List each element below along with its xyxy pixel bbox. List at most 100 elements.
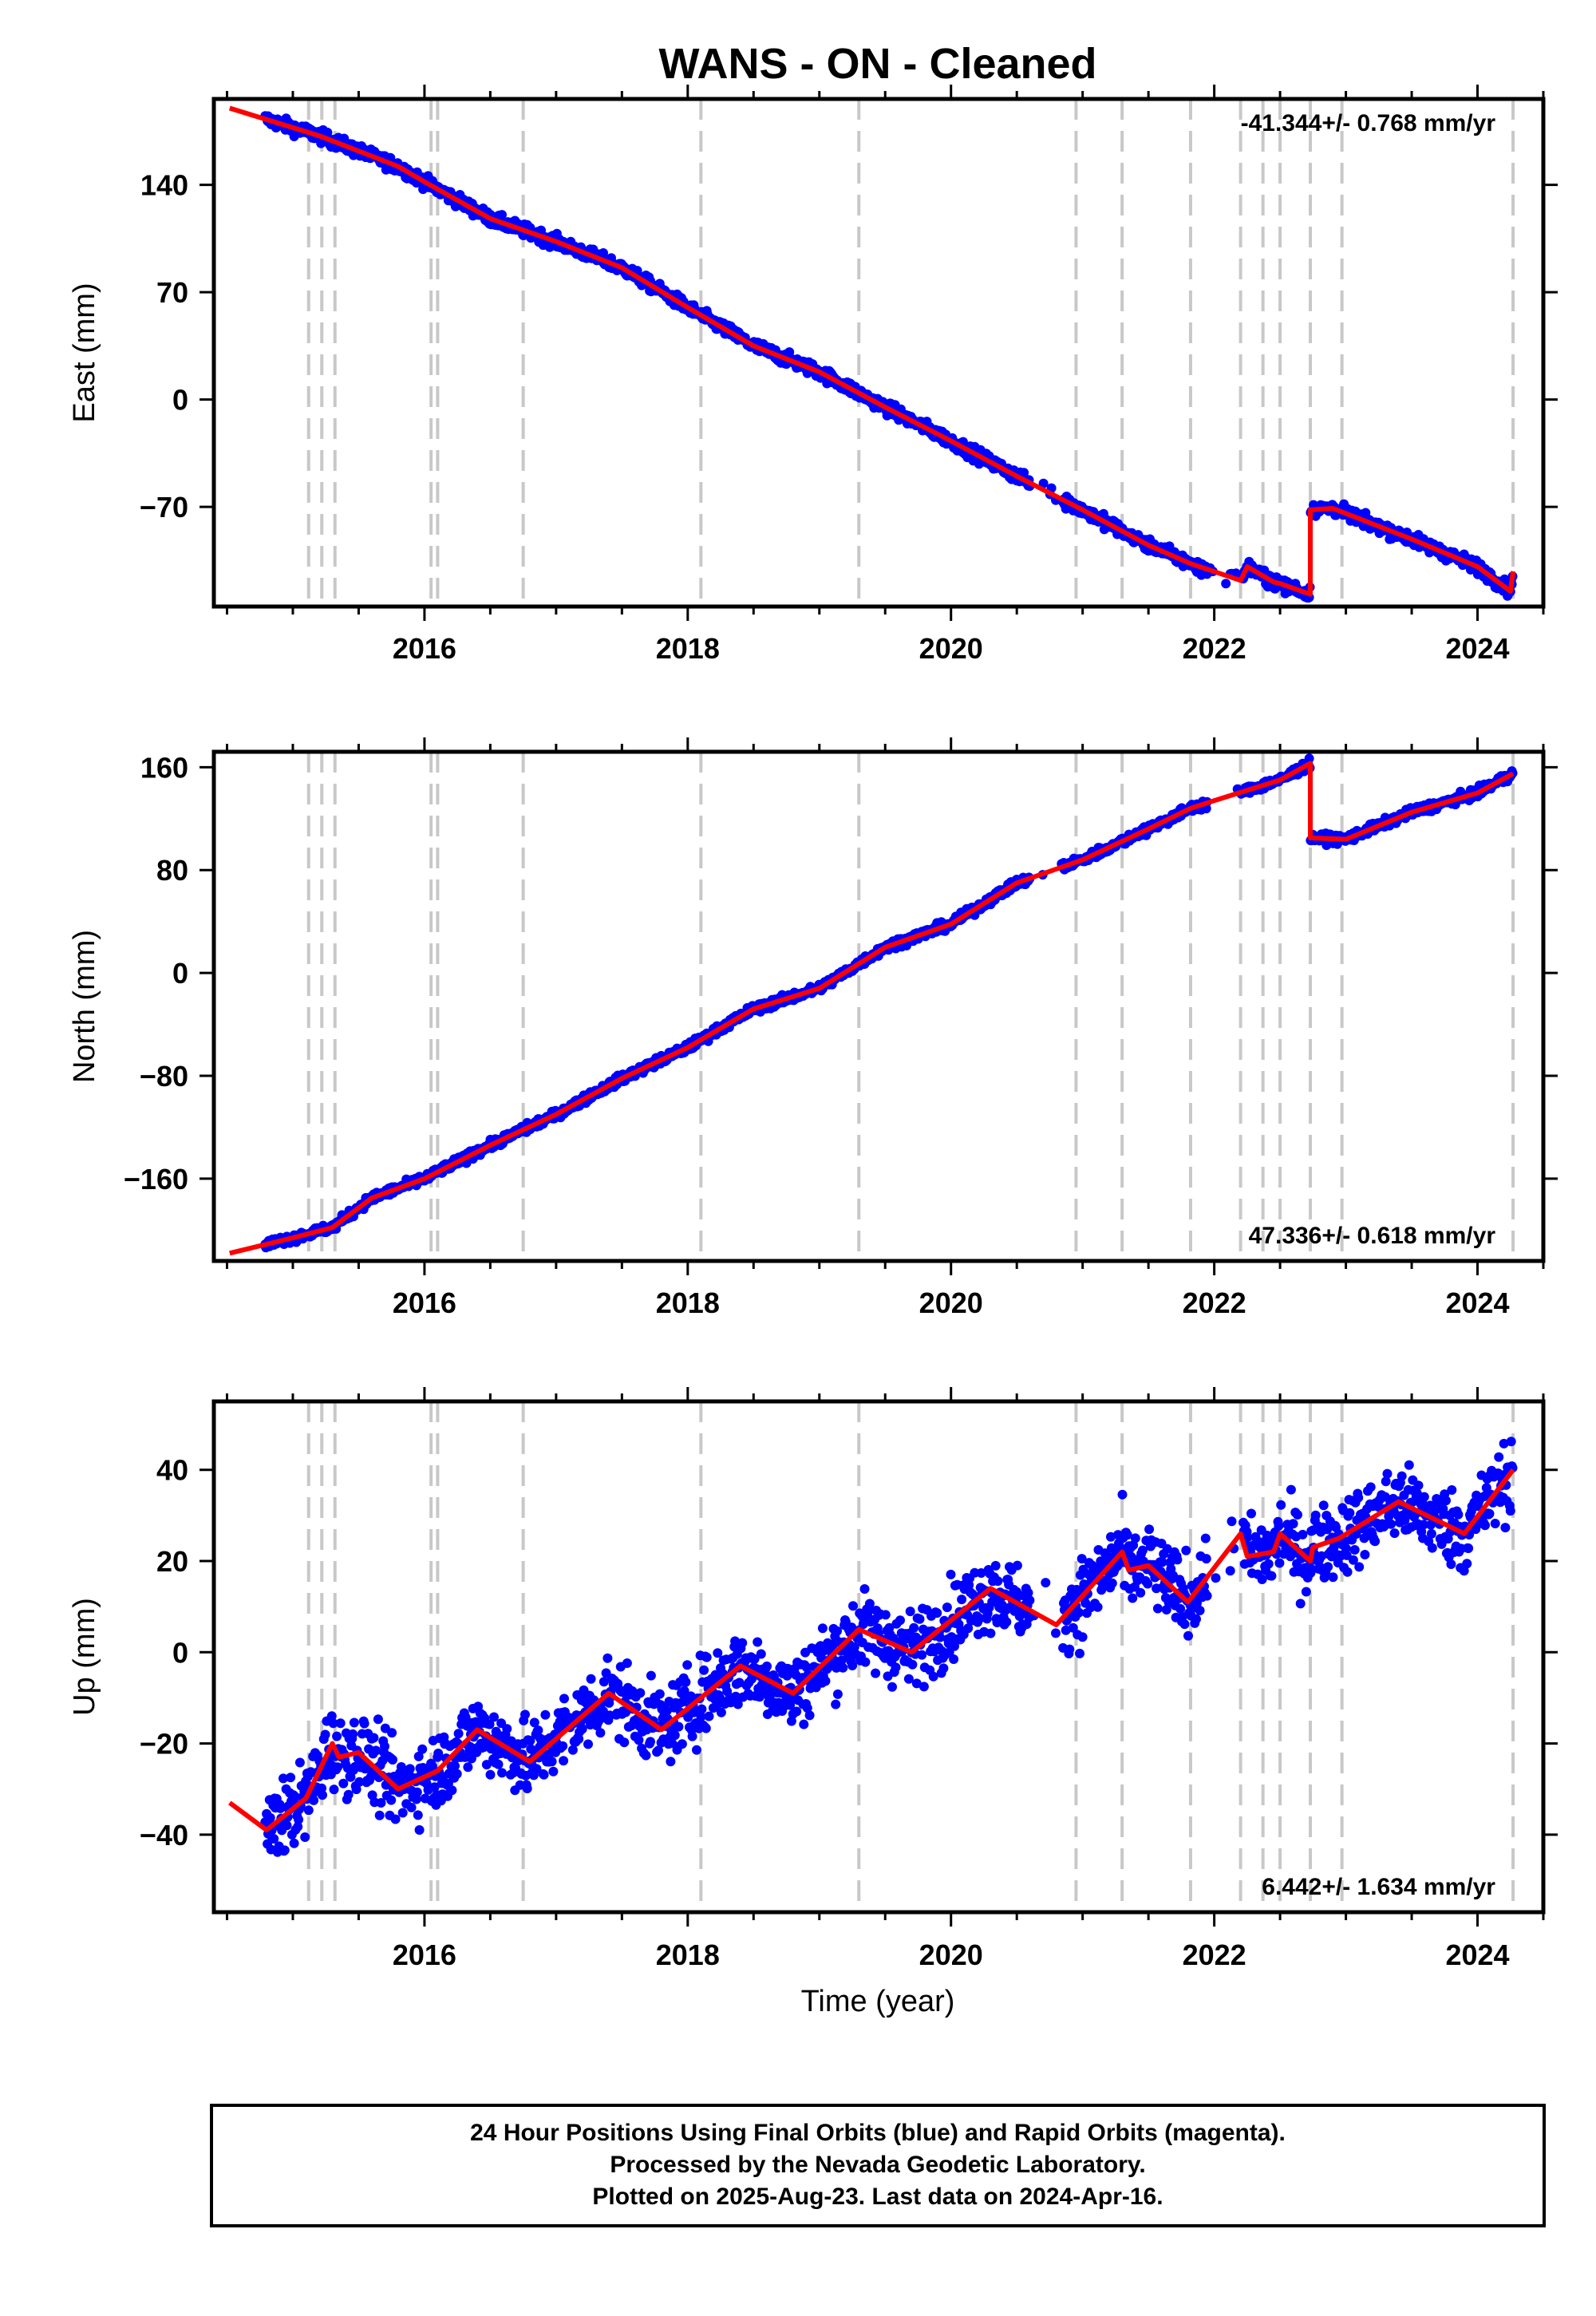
data-point xyxy=(974,1613,985,1623)
data-point xyxy=(559,1756,569,1766)
data-point xyxy=(1380,1492,1390,1502)
data-point xyxy=(993,1576,1003,1587)
data-point xyxy=(351,1784,361,1795)
data-point xyxy=(1298,1529,1308,1539)
data-point xyxy=(817,1623,828,1634)
data-point xyxy=(1345,1508,1355,1518)
data-point xyxy=(1276,1500,1286,1510)
x-tick-label: 2020 xyxy=(919,632,983,665)
data-point xyxy=(891,1662,901,1673)
data-point xyxy=(452,1769,462,1779)
plot-frame xyxy=(211,97,1546,609)
data-point xyxy=(917,1650,927,1660)
data-point xyxy=(1172,1555,1183,1565)
data-point xyxy=(911,1678,922,1689)
data-point xyxy=(460,1712,471,1722)
data-point xyxy=(733,1699,743,1709)
data-point xyxy=(871,1668,881,1678)
data-point xyxy=(880,1610,891,1620)
data-point xyxy=(785,1700,796,1710)
data-point xyxy=(275,1803,286,1813)
data-point xyxy=(1227,1516,1237,1527)
data-point xyxy=(903,1674,914,1684)
x-tick-label: 2022 xyxy=(1183,632,1246,665)
data-point xyxy=(332,1731,342,1741)
y-tick-label: 80 xyxy=(156,854,188,887)
data-point xyxy=(1322,1524,1333,1535)
data-point xyxy=(1418,1520,1428,1530)
data-point xyxy=(497,1768,507,1778)
data-point xyxy=(1191,1614,1201,1624)
data-point xyxy=(540,1709,551,1720)
data-point xyxy=(374,1810,385,1820)
y-tick-label: −160 xyxy=(124,1163,188,1196)
y-tick-label: 0 xyxy=(172,957,188,990)
data-point xyxy=(753,1637,763,1647)
data-point xyxy=(646,1737,655,1747)
data-point xyxy=(704,1711,714,1721)
data-point xyxy=(559,1694,569,1704)
data-point xyxy=(429,1782,440,1792)
x-tick-label: 2018 xyxy=(656,632,720,665)
x-tick-label: 2018 xyxy=(656,1286,720,1319)
data-point xyxy=(1195,1606,1205,1615)
data-point xyxy=(1038,478,1049,488)
data-point xyxy=(734,1678,745,1688)
data-points-north xyxy=(260,753,1518,1253)
data-point xyxy=(1061,1625,1071,1635)
data-point xyxy=(792,1706,802,1717)
data-point xyxy=(1161,1605,1171,1614)
data-point xyxy=(354,1777,365,1787)
data-point xyxy=(1143,1579,1153,1589)
data-point xyxy=(329,1784,339,1795)
data-point xyxy=(1012,1560,1022,1571)
data-point xyxy=(413,1751,424,1761)
data-point xyxy=(371,1745,381,1756)
data-point xyxy=(1041,1578,1051,1588)
data-point xyxy=(1360,1550,1370,1559)
data-point xyxy=(622,1658,632,1668)
data-point xyxy=(531,1764,542,1774)
data-point xyxy=(1117,1489,1128,1500)
data-point xyxy=(1386,1519,1396,1529)
data-point xyxy=(574,1734,584,1744)
data-point xyxy=(1412,1488,1422,1498)
data-point xyxy=(731,1691,741,1701)
data-point xyxy=(595,1728,606,1738)
data-point xyxy=(942,1603,952,1612)
data-point xyxy=(1341,1543,1351,1554)
data-point xyxy=(502,1724,512,1734)
data-point xyxy=(1106,1531,1116,1542)
data-point xyxy=(453,1729,464,1739)
x-tick-label: 2022 xyxy=(1183,1286,1246,1319)
data-point xyxy=(662,1705,672,1716)
data-point xyxy=(697,1704,707,1714)
data-point xyxy=(1075,1648,1084,1658)
data-point xyxy=(679,1686,689,1696)
data-point xyxy=(831,1699,841,1709)
data-point xyxy=(887,1682,897,1692)
data-point xyxy=(318,1790,327,1800)
data-point xyxy=(847,1661,858,1670)
data-point xyxy=(802,1703,812,1713)
data-points-east xyxy=(260,111,1518,603)
data-point xyxy=(1266,1571,1277,1581)
data-point xyxy=(485,1769,496,1780)
data-point xyxy=(756,1649,766,1659)
data-point xyxy=(986,1628,996,1638)
data-point xyxy=(1396,1471,1407,1481)
data-point xyxy=(586,1674,596,1684)
data-point xyxy=(558,1741,568,1751)
data-point xyxy=(1354,1562,1365,1572)
data-point xyxy=(548,1766,559,1777)
data-point xyxy=(957,1595,967,1605)
data-point xyxy=(701,1723,711,1733)
data-point xyxy=(1144,1524,1155,1535)
data-point xyxy=(1092,1602,1103,1612)
data-point xyxy=(1019,468,1029,478)
data-point xyxy=(1419,1492,1429,1502)
data-point xyxy=(1137,1545,1148,1555)
data-point xyxy=(1122,1530,1132,1540)
data-point xyxy=(463,1762,473,1773)
